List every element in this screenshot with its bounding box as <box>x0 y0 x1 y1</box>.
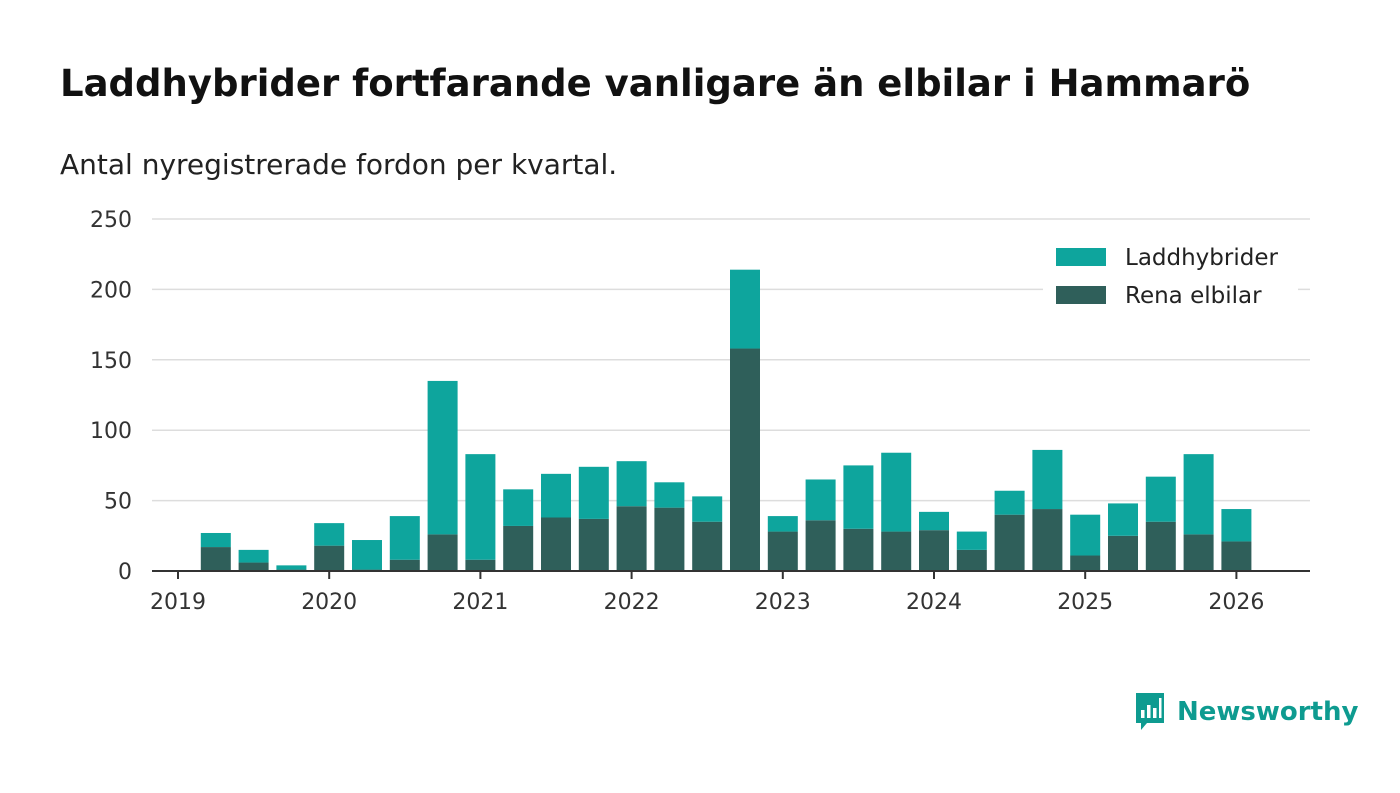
bar-laddhybrider <box>578 466 609 519</box>
bar-laddhybrider <box>881 452 912 532</box>
bar-rena-elbilar <box>654 507 685 571</box>
x-tick-label: 2024 <box>906 590 962 615</box>
bar-laddhybrider <box>238 549 269 563</box>
bar-rena-elbilar <box>616 506 647 571</box>
bar-rena-elbilar <box>881 531 912 571</box>
bar-laddhybrider <box>314 523 345 546</box>
bar-laddhybrider <box>1108 503 1138 536</box>
bar-laddhybrider <box>1183 454 1214 535</box>
x-tick-label: 2022 <box>604 590 660 615</box>
bars <box>200 269 1252 571</box>
bar-rena-elbilar <box>994 514 1025 571</box>
bar-laddhybrider <box>767 516 798 532</box>
bar-rena-elbilar <box>200 547 231 571</box>
bar-laddhybrider <box>503 489 534 526</box>
x-tick-label: 2021 <box>452 590 508 615</box>
bar-rena-elbilar <box>1070 555 1101 571</box>
bar-laddhybrider <box>427 380 458 535</box>
bar-rena-elbilar <box>389 559 420 571</box>
x-tick-label: 2025 <box>1057 590 1113 615</box>
legend-label-laddhybrider: Laddhybrider <box>1125 245 1278 271</box>
bar-laddhybrider <box>1032 449 1063 510</box>
bar-laddhybrider <box>541 473 571 518</box>
bar-laddhybrider <box>692 496 723 522</box>
x-tick-label: 2019 <box>150 590 206 615</box>
bar-rena-elbilar <box>956 549 987 571</box>
legend-swatch-rena-elbilar <box>1056 286 1106 304</box>
brand-name: Newsworthy <box>1177 697 1359 727</box>
x-tick-label: 2023 <box>755 590 811 615</box>
legend: Laddhybrider Rena elbilar <box>1043 236 1298 318</box>
bar-laddhybrider <box>730 269 760 349</box>
bar-laddhybrider <box>805 479 836 521</box>
bar-rena-elbilar <box>1183 534 1214 571</box>
newsworthy-logo-icon <box>1136 693 1164 730</box>
bar-laddhybrider <box>276 565 307 570</box>
bar-laddhybrider <box>994 490 1025 515</box>
bar-rena-elbilar <box>1221 541 1252 571</box>
bar-laddhybrider <box>1145 476 1176 522</box>
legend-swatch-laddhybrider <box>1056 248 1106 266</box>
y-axis-ticks: 0 50 100 150 200 250 <box>90 208 132 585</box>
x-tick-label: 2020 <box>301 590 357 615</box>
y-tick-label: 250 <box>90 208 132 233</box>
bar-rena-elbilar <box>578 518 609 571</box>
bar-laddhybrider <box>465 454 496 560</box>
bar-laddhybrider <box>654 482 685 508</box>
bar-rena-elbilar <box>314 545 345 571</box>
y-tick-label: 100 <box>90 419 132 444</box>
bar-rena-elbilar <box>427 534 458 571</box>
bar-rena-elbilar <box>503 525 534 571</box>
y-tick-label: 0 <box>118 560 132 585</box>
bar-rena-elbilar <box>805 520 836 571</box>
bar-rena-elbilar <box>1032 509 1063 571</box>
legend-label-rena-elbilar: Rena elbilar <box>1125 283 1262 309</box>
x-axis-ticks: 2019 2020 2021 2022 2023 2024 2025 2026 <box>150 571 1264 615</box>
bar-rena-elbilar <box>843 528 874 571</box>
bar-rena-elbilar <box>541 517 571 571</box>
bar-rena-elbilar <box>238 562 269 571</box>
y-tick-label: 50 <box>104 490 132 515</box>
bar-rena-elbilar <box>465 559 496 571</box>
bar-rena-elbilar <box>1108 535 1138 571</box>
x-tick-label: 2026 <box>1208 590 1264 615</box>
bar-rena-elbilar <box>730 348 760 571</box>
bar-rena-elbilar <box>767 531 798 571</box>
bar-rena-elbilar <box>919 530 949 571</box>
chart-subtitle: Antal nyregistrerade fordon per kvartal. <box>60 148 618 181</box>
bar-laddhybrider <box>616 461 647 507</box>
bar-laddhybrider <box>1221 509 1252 542</box>
bar-rena-elbilar <box>1145 521 1176 571</box>
bar-rena-elbilar <box>692 521 723 571</box>
chart-title: Laddhybrider fortfarande vanligare än el… <box>60 62 1251 105</box>
bar-laddhybrider <box>1070 514 1101 556</box>
y-tick-label: 200 <box>90 278 132 303</box>
bar-laddhybrider <box>919 511 949 531</box>
bar-laddhybrider <box>352 540 382 570</box>
bar-laddhybrider <box>956 531 987 550</box>
bar-laddhybrider <box>843 465 874 529</box>
bar-laddhybrider <box>389 516 420 560</box>
brand-logo: Newsworthy <box>1133 690 1358 734</box>
bar-laddhybrider <box>200 532 231 548</box>
y-tick-label: 150 <box>90 349 132 374</box>
